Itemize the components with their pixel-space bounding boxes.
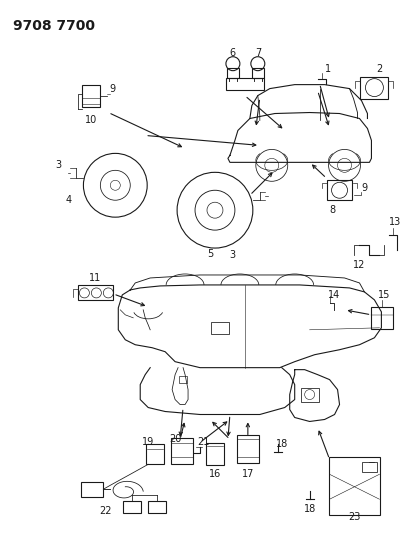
Bar [362, 462, 377, 472]
Bar [146, 445, 164, 464]
Bar [78, 286, 113, 301]
Text: 22: 22 [99, 506, 112, 516]
Text: 15: 15 [378, 290, 390, 300]
Text: 1: 1 [325, 63, 330, 74]
Bar [372, 307, 393, 329]
Text: 2: 2 [376, 63, 383, 74]
Text: 8: 8 [330, 205, 336, 215]
Text: 16: 16 [209, 469, 221, 479]
Bar [206, 443, 224, 465]
Text: 11: 11 [89, 273, 102, 283]
Text: 18: 18 [276, 439, 288, 449]
Bar [171, 439, 193, 464]
Text: 19: 19 [142, 438, 154, 447]
Bar [81, 482, 103, 497]
Text: 9708 7700: 9708 7700 [13, 19, 95, 33]
Text: 18: 18 [303, 504, 316, 514]
Text: 10: 10 [85, 116, 97, 125]
Text: 12: 12 [353, 260, 366, 270]
Text: 6: 6 [230, 48, 236, 58]
Bar [179, 376, 187, 383]
Text: 5: 5 [207, 249, 213, 259]
Text: 17: 17 [242, 469, 254, 479]
Text: 4: 4 [65, 195, 72, 205]
Text: 13: 13 [389, 217, 402, 227]
Text: 9: 9 [361, 183, 367, 193]
Bar [226, 78, 264, 90]
Bar [328, 457, 381, 515]
Text: 23: 23 [348, 512, 361, 522]
Bar [227, 68, 239, 78]
Text: 20: 20 [169, 434, 181, 445]
Bar [237, 435, 259, 463]
Text: 9: 9 [109, 84, 115, 94]
Bar [301, 387, 319, 401]
Bar [211, 322, 229, 334]
Bar [123, 501, 141, 513]
Text: 3: 3 [229, 250, 235, 260]
Bar [327, 180, 352, 200]
Text: 3: 3 [55, 160, 62, 171]
Text: 7: 7 [255, 48, 261, 58]
Bar [83, 85, 100, 107]
Bar [148, 501, 166, 513]
Text: 14: 14 [328, 290, 341, 300]
Text: 21: 21 [197, 438, 209, 447]
Bar [360, 77, 388, 99]
Bar [252, 68, 264, 78]
